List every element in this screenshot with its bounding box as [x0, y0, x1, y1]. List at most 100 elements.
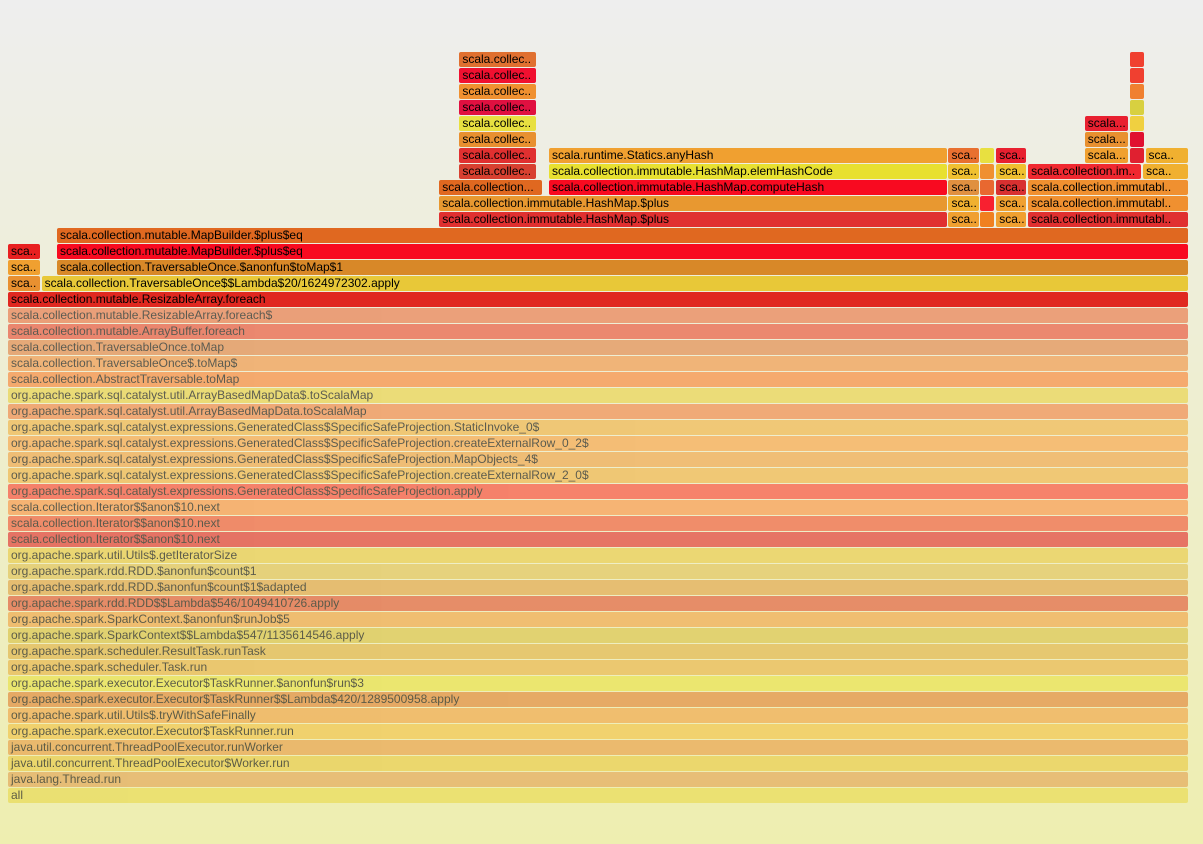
stack-frame[interactable] — [979, 180, 994, 195]
stack-frame[interactable] — [1130, 148, 1144, 163]
stack-frame[interactable]: scala.collection.immutable.HashMap.elemH… — [549, 164, 947, 179]
stack-frame-label: scala.collection.immutable.HashMap.$plus — [442, 212, 670, 226]
stack-frame[interactable]: scala... — [1084, 116, 1129, 131]
stack-frame-label: org.apache.spark.util.Utils$.tryWithSafe… — [11, 708, 256, 722]
stack-frame[interactable]: scala... — [1084, 132, 1129, 147]
stack-frame[interactable]: org.apache.spark.scheduler.ResultTask.ru… — [8, 644, 1188, 659]
stack-frame[interactable]: sca.. — [1145, 148, 1188, 163]
stack-frame[interactable]: sca.. — [996, 196, 1027, 211]
stack-frame[interactable]: org.apache.spark.executor.Executor$TaskR… — [8, 676, 1188, 691]
stack-frame[interactable]: scala.collection.mutable.MapBuilder.$plu… — [56, 244, 1188, 259]
stack-frame[interactable]: scala.collection.immutabl.. — [1028, 180, 1188, 195]
stack-frame-label: sca.. — [11, 260, 37, 274]
stack-frame-label: scala.collection.mutable.ResizableArray.… — [11, 292, 266, 306]
stack-frame[interactable] — [979, 196, 994, 211]
stack-frame-label: scala.collec.. — [462, 148, 532, 162]
stack-frame[interactable]: org.apache.spark.sql.catalyst.expression… — [8, 452, 1188, 467]
stack-frame-label: sca.. — [999, 212, 1025, 226]
stack-frame[interactable]: scala.collection.TraversableOnce$$Lambda… — [41, 276, 1188, 291]
stack-frame[interactable]: scala.collection.im.. — [1028, 164, 1142, 179]
stack-frame[interactable]: org.apache.spark.util.Utils$.tryWithSafe… — [8, 708, 1188, 723]
stack-frame-label: sca.. — [11, 244, 37, 258]
stack-frame[interactable] — [1130, 100, 1144, 115]
stack-frame[interactable]: scala.collection.AbstractTraversable.toM… — [8, 372, 1188, 387]
stack-frame[interactable]: sca.. — [1143, 164, 1188, 179]
stack-frame-label: scala.collec.. — [462, 100, 532, 114]
stack-frame-label: scala.runtime.Statics.anyHash — [552, 148, 714, 162]
stack-frame[interactable]: scala.collection.Iterator$$anon$10.next — [8, 516, 1188, 531]
stack-frame[interactable]: scala.collec.. — [459, 148, 537, 163]
stack-frame[interactable]: sca.. — [948, 148, 979, 163]
stack-frame[interactable]: sca.. — [948, 212, 979, 227]
stack-frame[interactable]: scala.collec.. — [459, 116, 537, 131]
stack-frame-label: scala.collection.immutable.HashMap.$plus — [442, 196, 670, 210]
stack-frame[interactable] — [1130, 84, 1144, 99]
stack-frame-label: java.lang.Thread.run — [11, 772, 122, 786]
stack-frame[interactable]: org.apache.spark.sql.catalyst.util.Array… — [8, 404, 1188, 419]
stack-frame[interactable]: scala.collection.mutable.ResizableArray.… — [8, 308, 1188, 323]
stack-frame[interactable]: sca.. — [948, 196, 979, 211]
stack-frame[interactable]: org.apache.spark.sql.catalyst.expression… — [8, 436, 1188, 451]
stack-frame[interactable]: org.apache.spark.SparkContext$$Lambda$54… — [8, 628, 1188, 643]
stack-frame[interactable]: org.apache.spark.rdd.RDD.$anonfun$count$… — [8, 580, 1188, 595]
stack-frame[interactable]: org.apache.spark.scheduler.Task.run — [8, 660, 1188, 675]
stack-frame[interactable]: org.apache.spark.rdd.RDD.$anonfun$count$… — [8, 564, 1188, 579]
stack-frame[interactable]: scala.collection.mutable.ArrayBuffer.for… — [8, 324, 1188, 339]
stack-frame[interactable]: org.apache.spark.sql.catalyst.expression… — [8, 420, 1188, 435]
stack-frame[interactable]: scala.collection.Iterator$$anon$10.next — [8, 532, 1188, 547]
stack-frame[interactable]: scala.collec.. — [459, 52, 537, 67]
stack-frame[interactable]: org.apache.spark.sql.catalyst.expression… — [8, 484, 1188, 499]
stack-frame[interactable]: scala.collection.TraversableOnce$.toMap$ — [8, 356, 1188, 371]
stack-frame[interactable]: scala.collec.. — [459, 84, 537, 99]
stack-frame[interactable]: sca.. — [996, 212, 1027, 227]
stack-frame[interactable]: sca.. — [8, 244, 40, 259]
stack-frame[interactable]: org.apache.spark.sql.catalyst.util.Array… — [8, 388, 1188, 403]
stack-frame[interactable]: java.util.concurrent.ThreadPoolExecutor.… — [8, 740, 1188, 755]
stack-frame[interactable]: scala.collection.immutable.HashMap.$plus — [439, 196, 947, 211]
stack-frame[interactable]: scala.collection.mutable.MapBuilder.$plu… — [56, 228, 1188, 243]
stack-frame[interactable]: org.apache.spark.executor.Executor$TaskR… — [8, 692, 1188, 707]
stack-frame[interactable]: scala.collec.. — [459, 164, 537, 179]
stack-frame[interactable] — [1130, 68, 1144, 83]
stack-frame[interactable]: scala.collec.. — [459, 100, 537, 115]
stack-frame[interactable]: scala... — [1084, 148, 1129, 163]
stack-frame[interactable] — [1130, 52, 1144, 67]
stack-frame[interactable]: all — [8, 788, 1188, 803]
stack-frame[interactable]: scala.collection.TraversableOnce.$anonfu… — [56, 260, 1188, 275]
stack-frame[interactable]: scala.collection.immutable.HashMap.compu… — [549, 180, 947, 195]
stack-frame[interactable]: scala.collection... — [439, 180, 542, 195]
stack-frame[interactable]: org.apache.spark.util.Utils$.getIterator… — [8, 548, 1188, 563]
stack-frame[interactable]: java.lang.Thread.run — [8, 772, 1188, 787]
stack-frame[interactable]: scala.collection.immutable.HashMap.$plus — [439, 212, 947, 227]
stack-frame[interactable]: scala.collection.immutabl.. — [1028, 196, 1188, 211]
stack-frame[interactable] — [979, 148, 994, 163]
stack-frame[interactable]: scala.collec.. — [459, 68, 537, 83]
stack-frame-label: scala.collec.. — [462, 84, 532, 98]
stack-frame-label: sca.. — [999, 180, 1025, 194]
stack-frame[interactable]: sca.. — [996, 148, 1027, 163]
stack-frame[interactable]: scala.collection.immutabl.. — [1028, 212, 1188, 227]
stack-frame[interactable]: org.apache.spark.rdd.RDD$$Lambda$546/104… — [8, 596, 1188, 611]
stack-frame[interactable] — [1130, 116, 1144, 131]
stack-frame[interactable]: scala.collec.. — [459, 132, 537, 147]
stack-frame[interactable]: org.apache.spark.sql.catalyst.expression… — [8, 468, 1188, 483]
stack-frame[interactable]: sca.. — [948, 164, 979, 179]
stack-frame[interactable]: sca.. — [948, 180, 979, 195]
stack-frame[interactable]: sca.. — [8, 276, 40, 291]
stack-frame-label: scala.collection.mutable.ResizableArray.… — [11, 308, 273, 322]
stack-frame[interactable]: scala.collection.Iterator$$anon$10.next — [8, 500, 1188, 515]
stack-frame[interactable]: org.apache.spark.executor.Executor$TaskR… — [8, 724, 1188, 739]
stack-frame[interactable]: scala.collection.mutable.ResizableArray.… — [8, 292, 1188, 307]
stack-frame[interactable]: org.apache.spark.SparkContext.$anonfun$r… — [8, 612, 1188, 627]
stack-frame-label: org.apache.spark.executor.Executor$TaskR… — [11, 692, 460, 706]
stack-frame[interactable]: java.util.concurrent.ThreadPoolExecutor$… — [8, 756, 1188, 771]
stack-frame[interactable]: sca.. — [8, 260, 40, 275]
stack-frame[interactable] — [979, 212, 994, 227]
stack-frame[interactable]: sca.. — [996, 180, 1027, 195]
stack-frame[interactable] — [979, 164, 994, 179]
stack-frame[interactable]: scala.collection.TraversableOnce.toMap — [8, 340, 1188, 355]
stack-frame[interactable]: scala.runtime.Statics.anyHash — [549, 148, 947, 163]
stack-frame[interactable] — [1130, 132, 1144, 147]
stack-frame[interactable]: sca.. — [996, 164, 1027, 179]
stack-frame-label: sca.. — [951, 164, 977, 178]
